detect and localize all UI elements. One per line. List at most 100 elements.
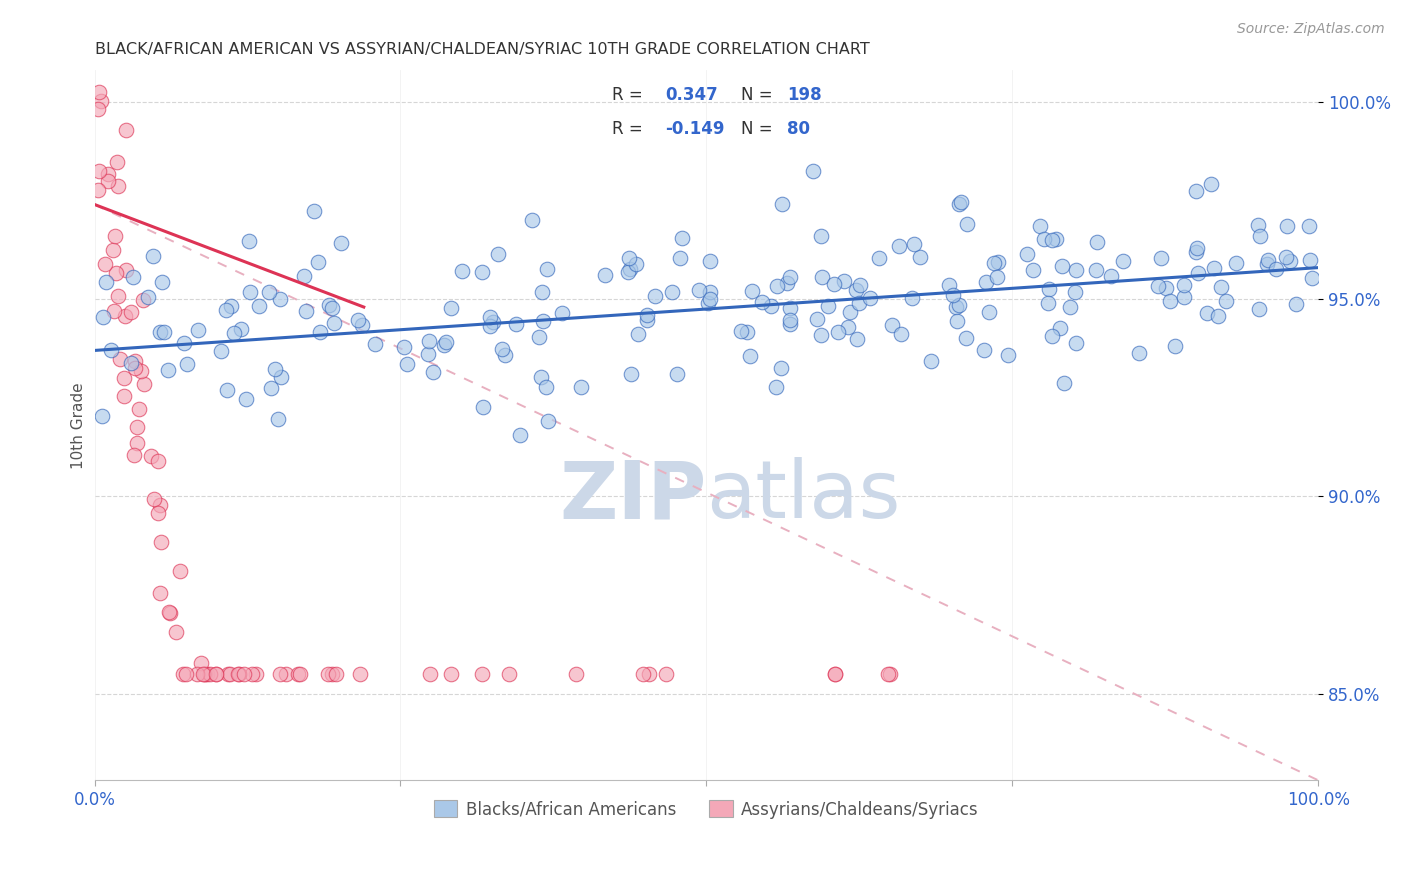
Point — [440, 301, 463, 315]
Point — [204, 666, 226, 681]
Point — [136, 290, 159, 304]
Point — [1274, 250, 1296, 264]
Point — [1029, 219, 1052, 234]
Text: R =: R = — [612, 87, 643, 104]
Point — [849, 277, 872, 292]
Point — [1150, 251, 1173, 265]
Point — [987, 254, 1010, 268]
Point — [422, 365, 444, 379]
Point — [149, 586, 172, 600]
Point — [228, 666, 250, 681]
Point — [439, 666, 461, 681]
Point — [112, 370, 135, 384]
Point — [433, 338, 456, 352]
Point — [125, 436, 148, 450]
Point — [527, 330, 550, 344]
Point — [321, 666, 343, 681]
Point — [1033, 232, 1056, 246]
Point — [287, 666, 309, 681]
Point — [624, 257, 647, 271]
Point — [153, 325, 176, 339]
Point — [418, 347, 440, 361]
Point — [1015, 246, 1038, 260]
Point — [1085, 235, 1108, 249]
Point — [91, 310, 114, 325]
Point — [226, 666, 249, 681]
Point — [259, 381, 281, 395]
Point — [233, 666, 256, 681]
Point — [945, 314, 967, 328]
Point — [530, 285, 553, 300]
Point — [247, 299, 270, 313]
Text: 0.347: 0.347 — [665, 87, 717, 104]
Point — [997, 348, 1019, 362]
Point — [419, 666, 441, 681]
Text: -0.149: -0.149 — [665, 120, 724, 137]
Point — [486, 247, 509, 261]
Point — [806, 311, 828, 326]
Point — [321, 301, 343, 316]
Point — [530, 369, 553, 384]
Point — [1053, 376, 1076, 391]
Point — [129, 364, 152, 378]
Point — [837, 320, 859, 334]
Point — [472, 400, 495, 414]
Point — [1173, 277, 1195, 292]
Point — [107, 179, 129, 194]
Point — [730, 324, 752, 338]
Point — [619, 262, 641, 277]
Point — [938, 278, 960, 293]
Point — [910, 250, 932, 264]
Point — [139, 449, 162, 463]
Point — [187, 323, 209, 337]
Point — [973, 343, 995, 358]
Point — [509, 428, 531, 442]
Point — [977, 304, 1000, 318]
Point — [209, 344, 232, 359]
Point — [551, 306, 574, 320]
Point — [87, 85, 110, 99]
Point — [347, 313, 370, 327]
Point — [619, 252, 641, 266]
Point — [636, 308, 658, 322]
Point — [104, 266, 127, 280]
Point — [1298, 219, 1320, 233]
Point — [661, 285, 683, 300]
Point — [218, 666, 240, 681]
Point — [257, 285, 280, 299]
Point — [193, 666, 215, 681]
Point — [986, 269, 1008, 284]
Point — [87, 183, 110, 197]
Point — [565, 666, 588, 681]
Point — [97, 167, 120, 181]
Point — [132, 293, 155, 307]
Point — [522, 213, 544, 227]
Point — [191, 666, 214, 681]
Point — [100, 343, 122, 357]
Point — [451, 264, 474, 278]
Point — [900, 291, 922, 305]
Point — [1064, 263, 1087, 277]
Point — [90, 94, 112, 108]
Point — [779, 317, 801, 331]
Point — [239, 285, 262, 300]
Point — [824, 666, 846, 681]
Point — [471, 265, 494, 279]
Point — [1159, 293, 1181, 308]
Point — [765, 380, 787, 394]
Text: 80: 80 — [787, 120, 810, 137]
Point — [879, 666, 901, 681]
Point — [1225, 256, 1247, 270]
Point — [238, 234, 260, 248]
Point — [955, 331, 977, 345]
Point — [644, 289, 666, 303]
Point — [627, 326, 650, 341]
Point — [148, 507, 170, 521]
Point — [671, 231, 693, 245]
Point — [1049, 320, 1071, 334]
Point — [157, 605, 180, 619]
Point — [149, 498, 172, 512]
Point — [1257, 253, 1279, 268]
Point — [889, 239, 911, 253]
Point — [142, 491, 165, 506]
